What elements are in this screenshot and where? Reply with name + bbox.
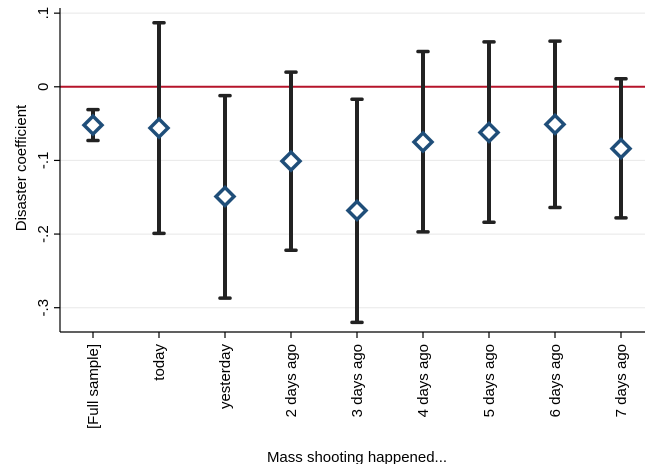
x-tick-label: 4 days ago xyxy=(415,344,432,417)
estimate-marker xyxy=(477,120,501,144)
y-tick-label: 0 xyxy=(35,83,52,91)
x-tick-label: 6 days ago xyxy=(547,344,564,417)
y-tick-label: -.3 xyxy=(35,299,52,317)
x-tick-label: 3 days ago xyxy=(349,344,366,417)
estimate-marker xyxy=(279,149,303,173)
estimate-marker xyxy=(81,113,105,137)
x-tick-label: 5 days ago xyxy=(481,344,498,417)
y-tick-labels: .1 0 -.1 -.2 -.3 xyxy=(35,7,52,317)
estimate-marker xyxy=(147,116,171,140)
estimate-marker xyxy=(543,112,567,136)
estimate-marker xyxy=(345,199,369,222)
y-axis-title: Disaster coefficient xyxy=(13,104,30,231)
estimate-marker xyxy=(213,185,237,208)
confidence-intervals xyxy=(86,20,628,325)
y-tick-label: .1 xyxy=(35,7,52,20)
x-tick-label: 7 days ago xyxy=(613,344,630,417)
y-tick-label: -.2 xyxy=(35,225,52,243)
x-tick-label: [Full sample] xyxy=(85,344,102,429)
gridlines xyxy=(60,12,645,309)
point-estimates xyxy=(81,112,633,222)
axes xyxy=(54,8,645,338)
y-tick-label: -.1 xyxy=(35,152,52,170)
x-axis-title: Mass shooting happened... xyxy=(267,449,447,464)
x-tick-label: 2 days ago xyxy=(283,344,300,417)
x-tick-labels: [Full sample] today yesterday 2 days ago 3 d… xyxy=(85,344,630,430)
x-tick-label: today xyxy=(151,344,168,381)
x-tick-label: yesterday xyxy=(217,344,234,410)
estimate-marker xyxy=(411,130,435,154)
estimate-marker xyxy=(609,137,633,161)
